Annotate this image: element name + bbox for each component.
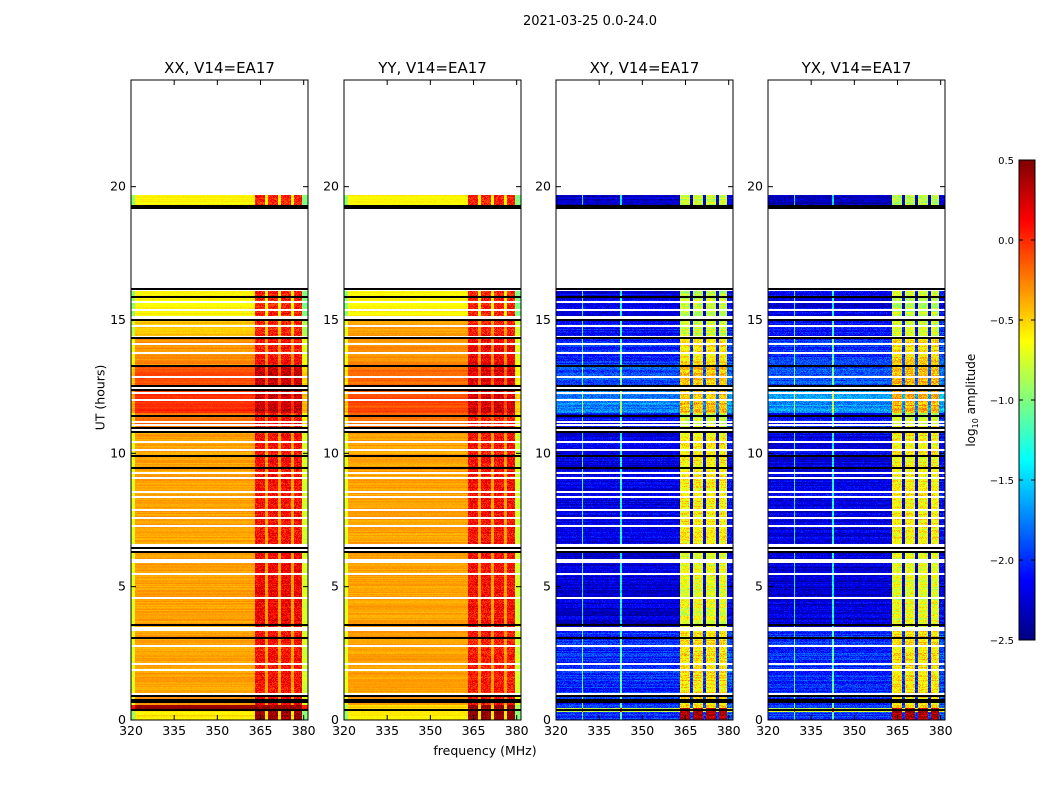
y-tick-label: 0	[543, 712, 551, 727]
x-tick-label: 380	[505, 723, 529, 738]
x-tick-label: 335	[162, 723, 186, 738]
y-tick-label: 15	[535, 312, 551, 327]
colorbar-axis: 0.5 0.0 −0.5 −1.0 −1.5 −2.0 −2.5	[990, 156, 1036, 647]
x-tick-label: 335	[587, 723, 611, 738]
colorbar-tick-label: 0.5	[998, 156, 1014, 167]
colorbar-tick-label: −2.0	[990, 556, 1014, 567]
figure-title: 2021-03-25 0.0-24.0	[523, 14, 657, 29]
y-tick-label: 10	[535, 445, 551, 460]
y-tick-label: 20	[747, 179, 763, 194]
colorbar-label-rest: amplitude	[963, 353, 978, 419]
heatmap-image	[344, 80, 521, 720]
y-tick-label: 5	[118, 579, 126, 594]
axes-frame	[343, 79, 522, 721]
x-tick-label: 350	[205, 723, 229, 738]
y-tick-label: 0	[331, 712, 339, 727]
heatmap-image	[768, 80, 945, 720]
heatmap-panel-yy: 320 335 350 365 380 0 5 10 15 20	[323, 79, 529, 738]
y-tick-label: 5	[543, 579, 551, 594]
y-tick-label: 10	[747, 445, 763, 460]
y-tick-label: 10	[323, 445, 339, 460]
colorbar-gradient	[1019, 160, 1035, 640]
axes-frame	[130, 79, 309, 721]
x-axis-label: frequency (MHz)	[433, 743, 537, 758]
y-tick-label: 15	[323, 312, 339, 327]
colorbar: 0.5 0.0 −0.5 −1.0 −1.5 −2.0 −2.5	[990, 156, 1036, 647]
x-tick-label: 335	[375, 723, 399, 738]
y-tick-label: 20	[535, 179, 551, 194]
x-tick-label: 320	[119, 723, 143, 738]
colorbar-label-sub: 10	[971, 418, 981, 429]
colorbar-label: log10 amplitude	[964, 340, 980, 460]
x-tick-label: 350	[418, 723, 442, 738]
y-tick-label: 0	[755, 712, 763, 727]
y-axis-label: UT (hours)	[92, 364, 108, 431]
x-tick-label: 365	[674, 723, 698, 738]
y-tick-label: 5	[331, 579, 339, 594]
x-tick-label: 350	[842, 723, 866, 738]
colorbar-label-main: log	[963, 428, 978, 447]
panel-axes: 320 335 350 365 380 0 5 10 15 20	[323, 79, 529, 738]
x-tick-label: 320	[332, 723, 356, 738]
colorbar-tick-label: −2.5	[990, 636, 1014, 647]
x-tick-label: 380	[292, 723, 316, 738]
y-tick-label: 20	[110, 179, 126, 194]
x-tick-label: 365	[249, 723, 273, 738]
axes-frame	[555, 79, 734, 721]
x-tick-label: 380	[929, 723, 953, 738]
panel-title-yy: YY, V14=EA17	[378, 59, 487, 77]
x-tick-label: 320	[544, 723, 568, 738]
axes-frame	[767, 79, 946, 721]
y-tick-label: 0	[118, 712, 126, 727]
x-tick-label: 380	[717, 723, 741, 738]
panel-axes: 320 335 350 365 380 0 5 10 15 20	[747, 79, 953, 738]
panel-title-yx: YX, V14=EA17	[801, 59, 912, 77]
y-tick-label: 20	[323, 179, 339, 194]
x-tick-label: 320	[756, 723, 780, 738]
x-tick-label: 365	[462, 723, 486, 738]
panel-axes: 320 335 350 365 380 0 5 10 15 20	[110, 79, 316, 738]
y-tick-label: 5	[755, 579, 763, 594]
colorbar-tick-label: −0.5	[990, 316, 1014, 327]
colorbar-tick-label: −1.0	[990, 396, 1014, 407]
panel-axes: 320 335 350 365 380 0 5 10 15 20	[535, 79, 741, 738]
x-tick-label: 335	[799, 723, 823, 738]
x-tick-label: 350	[630, 723, 654, 738]
heatmap-image	[131, 80, 308, 720]
y-tick-label: 10	[110, 445, 126, 460]
heatmap-panel-yx: 320 335 350 365 380 0 5 10 15 20	[747, 79, 953, 738]
colorbar-tick-label: −1.5	[990, 476, 1014, 487]
panel-title-xy: XY, V14=EA17	[589, 59, 700, 77]
heatmap-image	[556, 80, 733, 720]
heatmap-panel-xy: 320 335 350 365 380 0 5 10 15 20	[535, 79, 741, 738]
panel-title-xx: XX, V14=EA17	[164, 59, 275, 77]
y-tick-label: 15	[110, 312, 126, 327]
heatmap-panel-xx: 320 335 350 365 380 0 5 10 15 20	[110, 79, 316, 738]
x-tick-label: 365	[886, 723, 910, 738]
colorbar-tick-label: 0.0	[998, 236, 1014, 247]
y-tick-label: 15	[747, 312, 763, 327]
